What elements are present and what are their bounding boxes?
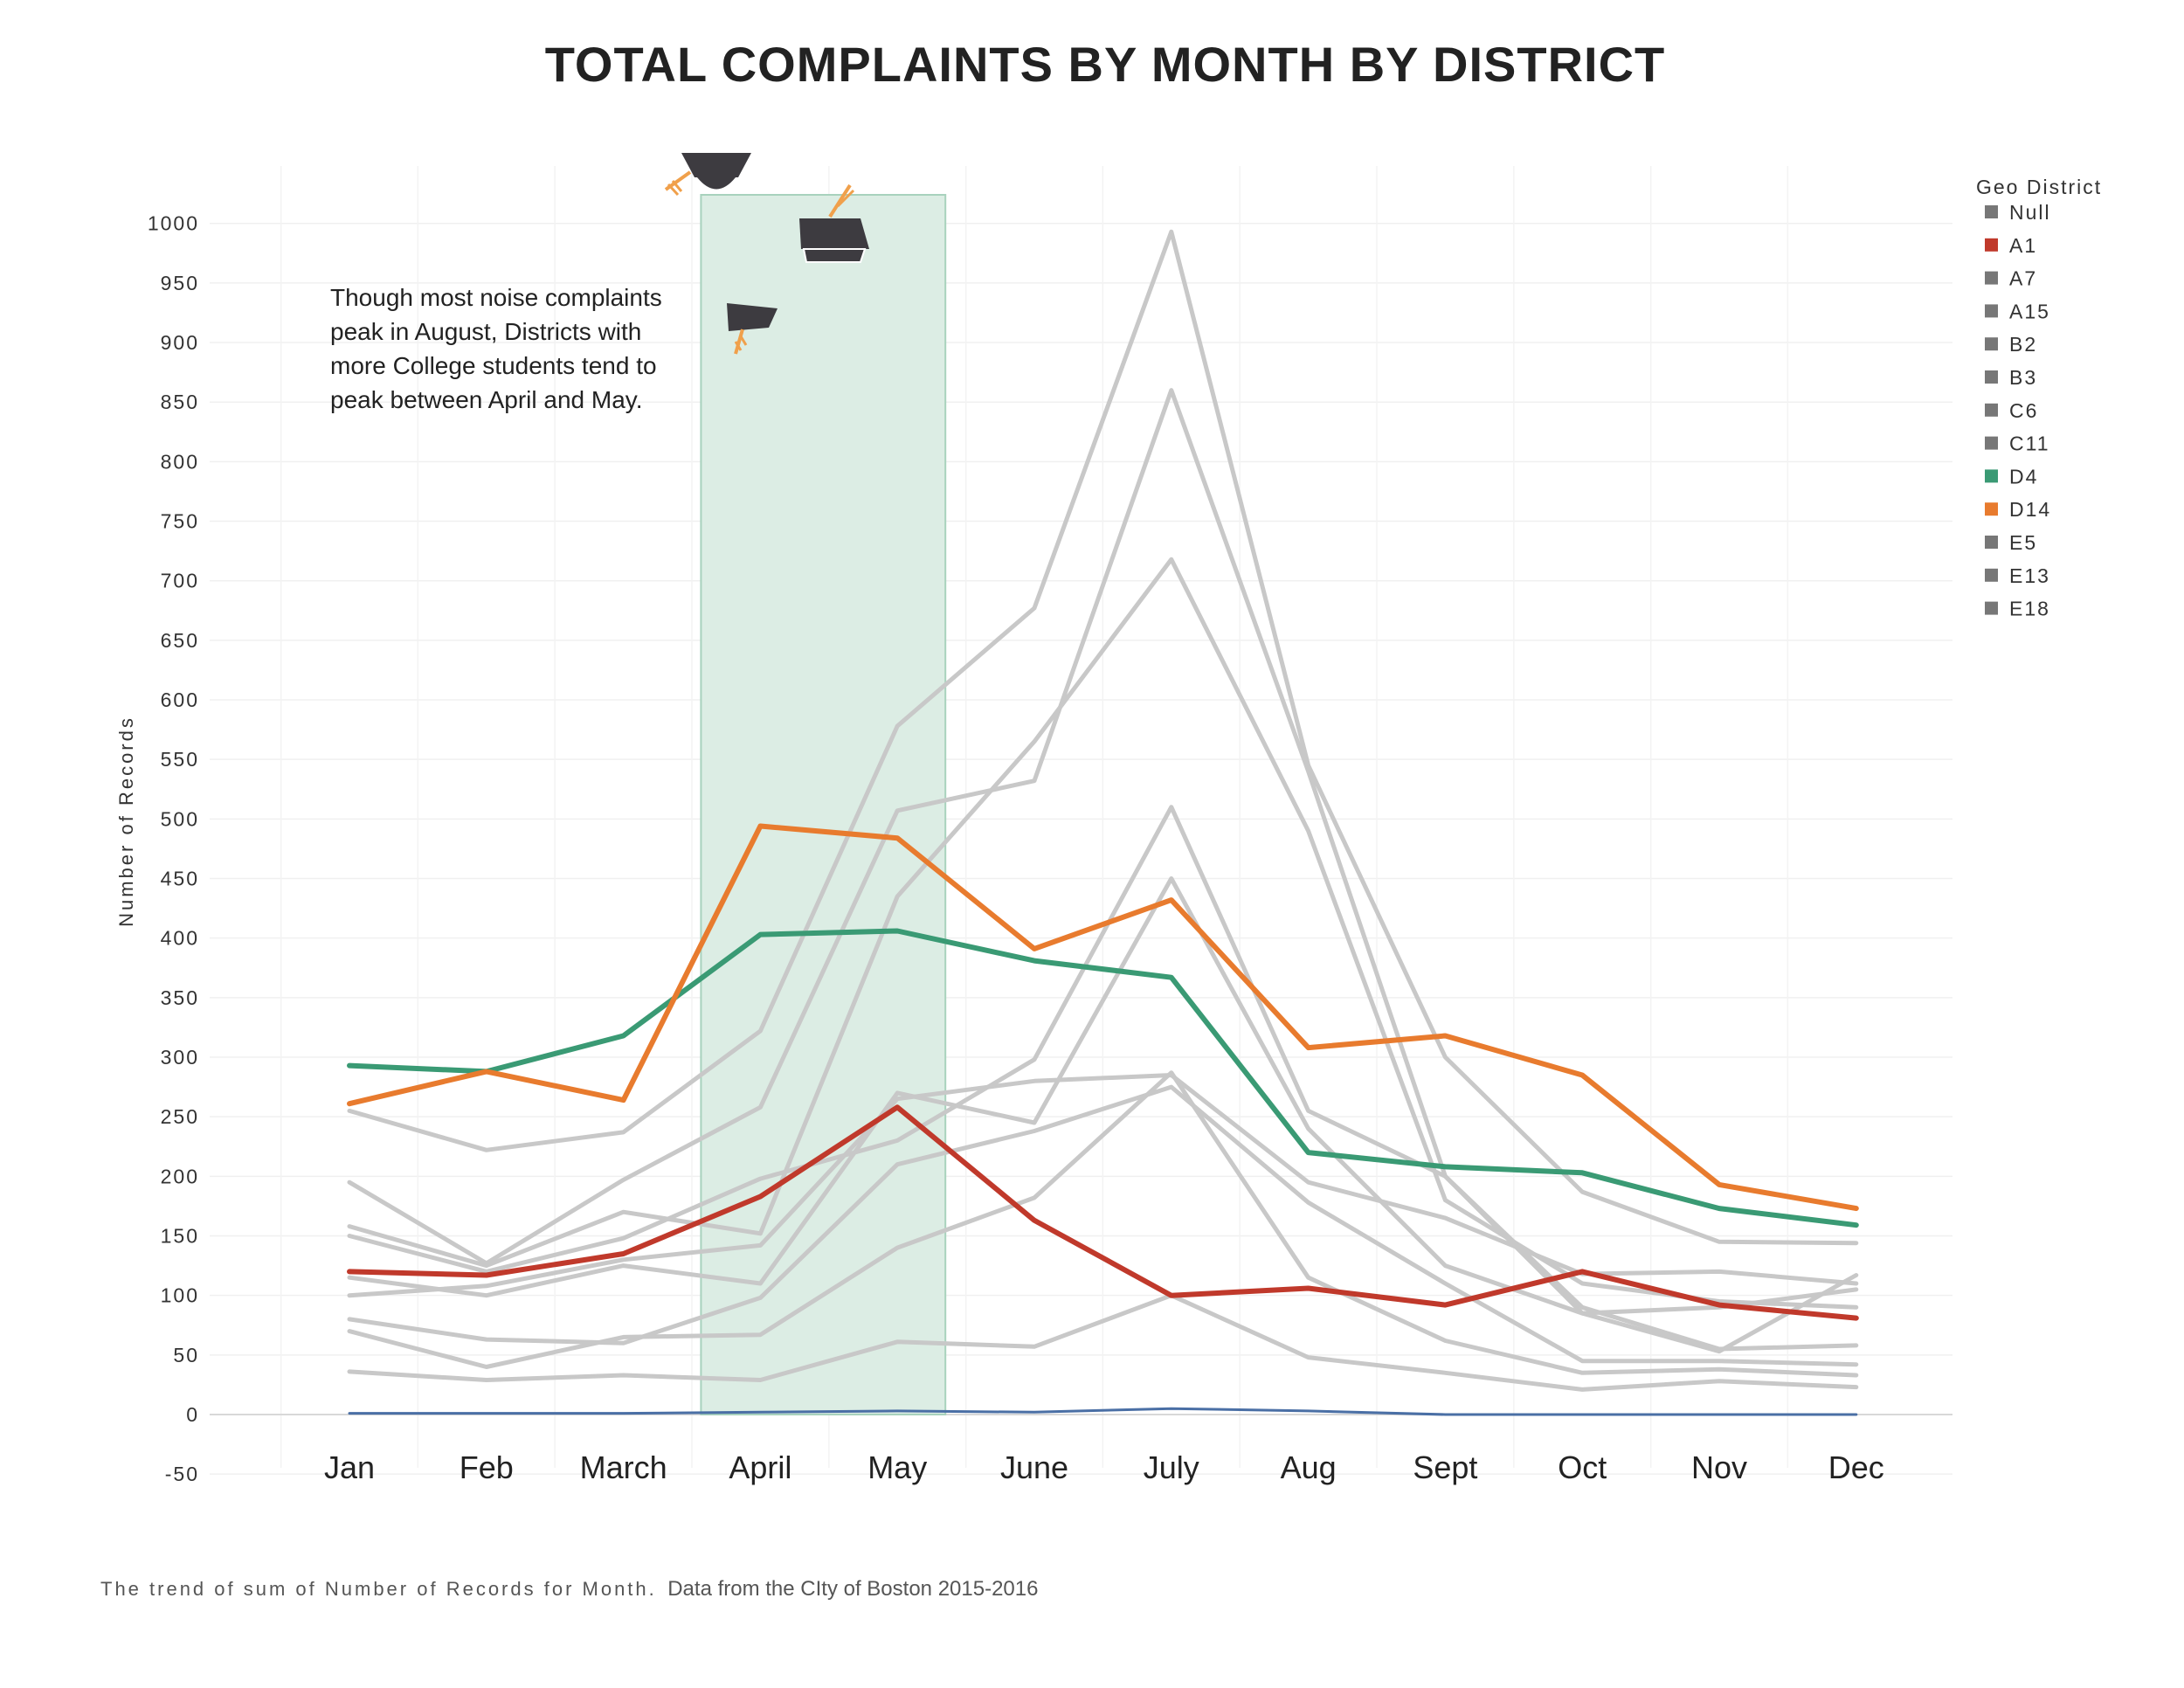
y-axis-label: Number of Records [115, 716, 137, 927]
legend-swatch [1985, 238, 1998, 252]
y-tick-label: 800 [161, 450, 199, 473]
x-tick-label: April [729, 1449, 791, 1485]
legend-swatch [1985, 304, 1998, 318]
y-tick-label: 100 [161, 1284, 199, 1307]
legend-label: E13 [2009, 564, 2050, 587]
x-tick-label: March [580, 1449, 667, 1485]
annotation-line: peak in August, Districts with [330, 318, 641, 345]
legend-swatch [1985, 205, 1998, 218]
x-tick-label: May [867, 1449, 927, 1485]
y-tick-label: 850 [161, 391, 199, 413]
legend-swatch [1985, 337, 1998, 351]
series-line-gray-8 [347, 1070, 1859, 1378]
graduation-cap-icon [727, 303, 778, 355]
legend-swatch [1985, 403, 1998, 417]
x-tick-label: Aug [1281, 1449, 1337, 1485]
series-line-a1 [347, 1104, 1859, 1321]
y-tick-label: 500 [161, 807, 199, 830]
chart-title: TOTAL COMPLAINTS BY MONTH BY DISTRICT [545, 37, 1666, 92]
x-tick-label: June [1000, 1449, 1068, 1485]
plot-area [210, 166, 1952, 1468]
legend-swatch [1985, 568, 1998, 582]
legend-swatch [1985, 502, 1998, 516]
y-tick-label: 650 [161, 629, 199, 652]
y-tick-label: 550 [161, 748, 199, 771]
legend-swatch [1985, 536, 1998, 549]
series-line-null [348, 1407, 1858, 1416]
graduation-cap-icon [664, 153, 751, 197]
legend-label: B3 [2009, 366, 2037, 389]
chart-caption: The trend of sum of Number of Records fo… [100, 1577, 1038, 1601]
legend-label: E18 [2009, 598, 2050, 620]
x-tick-label: July [1144, 1449, 1199, 1485]
series-line-gray-6 [347, 1073, 1859, 1298]
y-tick-label: 350 [161, 986, 199, 1009]
legend-label: A7 [2009, 267, 2037, 290]
legend-swatch [1985, 601, 1998, 615]
y-tick-label: -50 [165, 1463, 199, 1485]
x-tick-label: Feb [460, 1449, 514, 1485]
series-line-gray-5 [347, 876, 1859, 1316]
x-tick-label: Oct [1558, 1449, 1607, 1485]
legend: Null A1 A7 A15 B2 B3 C6 C11 D4 D14 E5 E13 E18 [1985, 201, 2051, 620]
legend-swatch [1985, 370, 1998, 384]
legend-swatch [1985, 469, 1998, 483]
april-may-highlight [700, 194, 947, 1415]
legend-label: C6 [2009, 399, 2038, 422]
legend-label: Null [2009, 201, 2051, 224]
legend-label: E5 [2009, 531, 2037, 554]
y-tick-label: 200 [161, 1165, 199, 1187]
y-tick-label: 600 [161, 688, 199, 711]
legend-label: D14 [2009, 498, 2051, 521]
y-tick-label: 400 [161, 927, 199, 950]
annotation-text: Though most noise complaints peak in Augu… [330, 284, 662, 413]
y-tick-label: 950 [161, 272, 199, 294]
x-tick-label: Jan [324, 1449, 375, 1485]
legend-label: A1 [2009, 234, 2037, 257]
series-line-gray-9 [347, 1293, 1859, 1392]
y-tick-label: 0 [186, 1403, 199, 1426]
series-line-d14 [347, 823, 1859, 1212]
series-lines [347, 229, 1859, 1416]
annotation-line: Though most noise complaints [330, 284, 662, 311]
legend-title: Geo District [1976, 176, 2102, 198]
caption-source: Data from the CIty of Boston 2015-2016 [667, 1577, 1038, 1601]
y-tick-label: 900 [161, 331, 199, 354]
legend-label: D4 [2009, 465, 2038, 488]
annotation-line: more College students tend to [330, 352, 657, 379]
y-tick-label: 300 [161, 1046, 199, 1069]
y-tick-label: 50 [173, 1344, 199, 1366]
annotation-line: peak between April and May. [330, 386, 642, 413]
y-tick-label: 700 [161, 570, 199, 592]
x-axis-ticks: Jan Feb March April May June July Aug Sept Oct Nov… [324, 1449, 1884, 1485]
x-tick-label: Sept [1413, 1449, 1477, 1485]
y-tick-label: 1000 [148, 212, 199, 235]
series-line-gray-1 [347, 229, 1859, 1246]
y-tick-label: 250 [161, 1105, 199, 1128]
x-tick-label: Nov [1691, 1449, 1747, 1485]
y-tick-label: 750 [161, 510, 199, 533]
series-line-d4 [347, 928, 1859, 1228]
series-line-gray-2 [347, 388, 1859, 1354]
legend-label: B2 [2009, 333, 2037, 356]
legend-swatch [1985, 271, 1998, 285]
legend-swatch [1985, 436, 1998, 450]
y-tick-label: 150 [161, 1225, 199, 1248]
graduation-cap-icon [799, 183, 869, 263]
series-line-gray-3 [347, 557, 1859, 1310]
y-axis-ticks: 1000950900850800750700650600550500450400… [148, 212, 199, 1485]
legend-label: A15 [2009, 300, 2050, 322]
y-tick-label: 450 [161, 868, 199, 890]
x-tick-label: Dec [1828, 1449, 1884, 1485]
legend-label: C11 [2009, 432, 2050, 455]
caption-prefix: The trend of sum of Number of Records fo… [100, 1578, 657, 1600]
